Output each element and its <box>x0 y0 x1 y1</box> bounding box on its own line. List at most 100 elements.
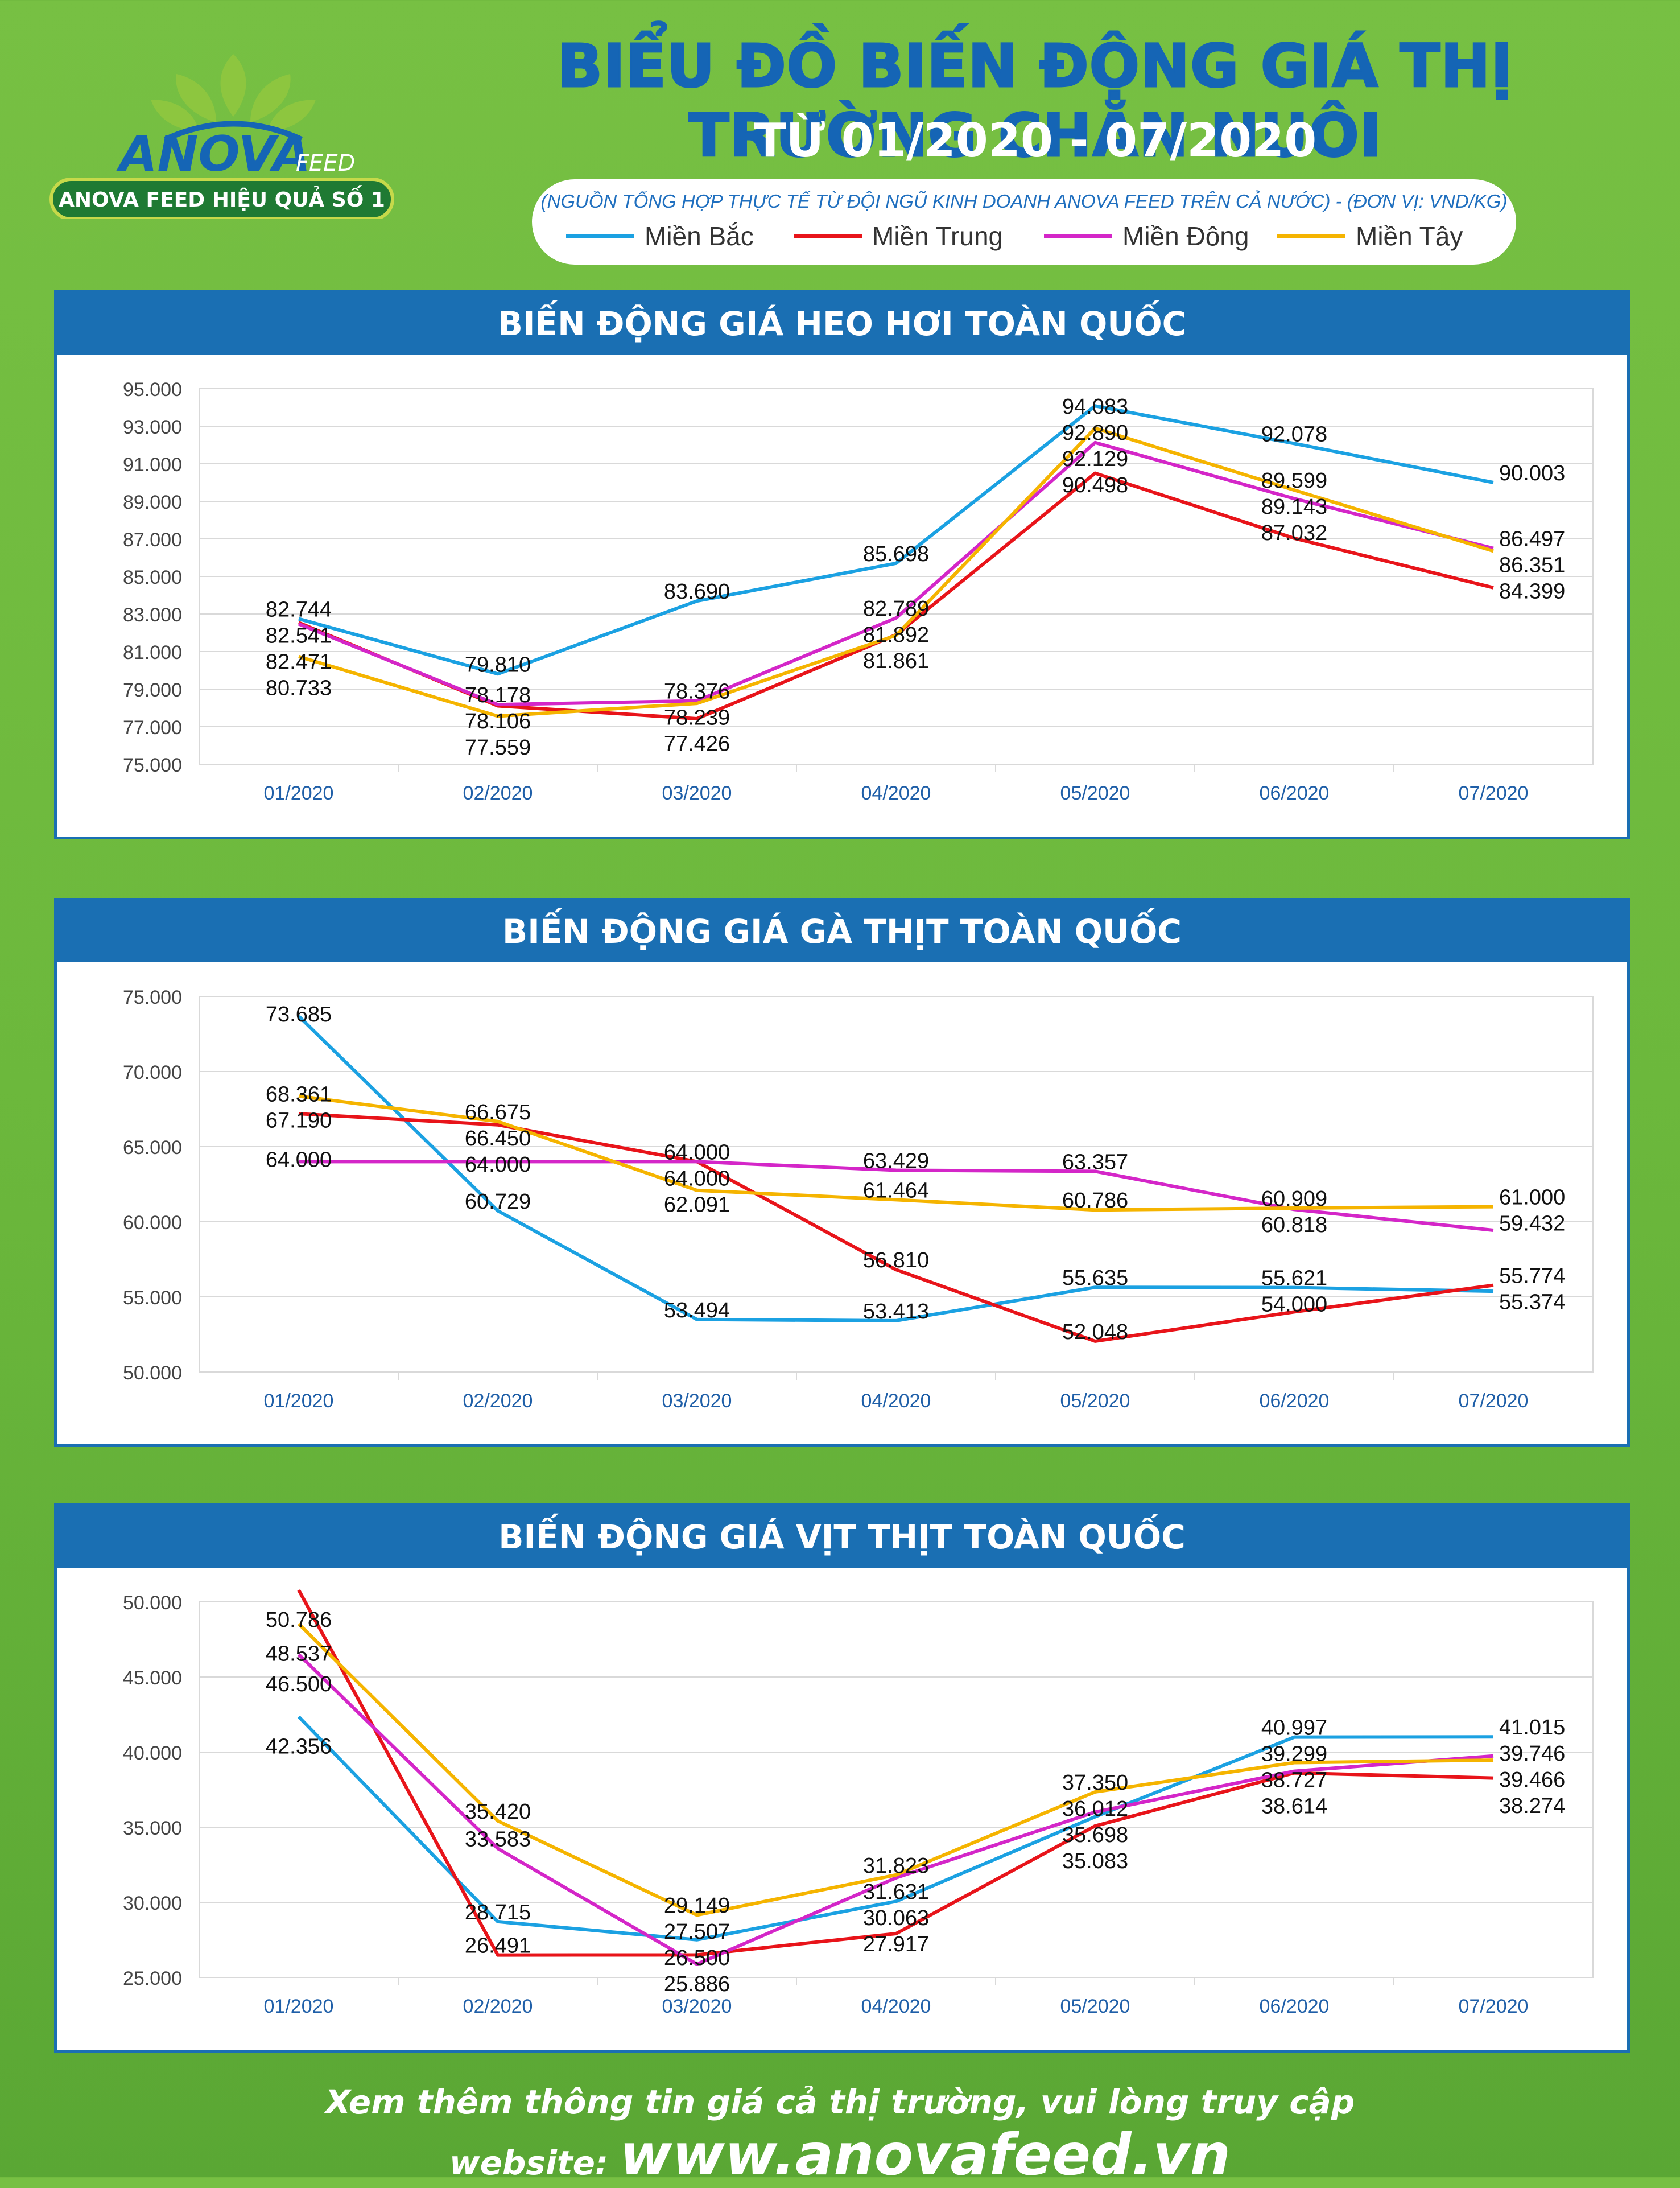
data-label: 62.091 <box>664 1193 730 1217</box>
x-tick-label: 06/2020 <box>1260 1390 1330 1412</box>
data-label: 31.631 <box>863 1880 929 1904</box>
series-line <box>298 404 1494 676</box>
x-tick-label: 06/2020 <box>1260 1996 1330 2017</box>
data-label: 29.149 <box>664 1894 730 1918</box>
data-label: 55.635 <box>1062 1266 1128 1290</box>
data-label: 67.190 <box>266 1109 332 1133</box>
data-label: 85.698 <box>863 542 929 566</box>
data-label: 26.491 <box>465 1934 531 1958</box>
data-label: 82.471 <box>266 650 332 674</box>
logo-brand-main: ANOVA <box>116 126 311 183</box>
data-label: 79.810 <box>465 653 531 677</box>
data-label: 26.500 <box>664 1946 730 1970</box>
data-label: 53.494 <box>664 1299 730 1322</box>
data-label: 66.675 <box>465 1101 531 1124</box>
data-label: 55.621 <box>1261 1267 1327 1291</box>
logo-brand-sub: FEED <box>296 150 355 176</box>
data-label: 63.357 <box>1062 1150 1128 1174</box>
x-tick-label: 07/2020 <box>1459 782 1529 804</box>
legend-swatch <box>1044 234 1112 238</box>
legend-box: (NGUỒN TỔNG HỢP THỰC TẾ TỪ ĐỘI NGŨ KINH … <box>532 179 1516 265</box>
x-tick-label: 03/2020 <box>662 1996 732 2017</box>
x-tick-label: 02/2020 <box>463 782 533 804</box>
data-label: 54.000 <box>1261 1293 1327 1317</box>
data-label: 59.432 <box>1499 1212 1565 1236</box>
x-tick-label: 07/2020 <box>1459 1390 1529 1412</box>
data-label: 81.892 <box>863 623 929 647</box>
chart-panel-vit-thit: BIẾN ĐỘNG GIÁ VỊT THỊT TOÀN QUỐC 25.000 3… <box>54 1503 1630 2053</box>
series-line <box>297 1015 1494 1322</box>
legend-label: Miền Bắc <box>645 221 754 251</box>
x-tick-label: 05/2020 <box>1060 1390 1130 1412</box>
data-label: 27.917 <box>863 1932 929 1956</box>
legend-item-mien-trung: Miền Trung <box>794 219 1003 253</box>
data-label: 31.823 <box>863 1854 929 1878</box>
data-label: 27.507 <box>664 1920 730 1944</box>
data-label: 30.063 <box>863 1906 929 1930</box>
data-label: 33.583 <box>465 1827 531 1851</box>
data-label: 73.685 <box>266 1003 332 1027</box>
data-label: 60.909 <box>1261 1187 1327 1211</box>
x-tick-label: 04/2020 <box>861 1390 931 1412</box>
footer-website-link[interactable]: www.anovafeed.vn <box>620 2121 1231 2188</box>
data-label: 28.715 <box>465 1901 531 1925</box>
data-label: 39.299 <box>1261 1742 1327 1766</box>
x-tick-label: 05/2020 <box>1060 782 1130 804</box>
y-tick-label: 93.000 <box>123 417 182 438</box>
data-label: 64.000 <box>266 1148 332 1172</box>
chart-title: BIẾN ĐỘNG GIÁ HEO HƠI TOÀN QUỐC <box>57 293 1627 355</box>
data-label: 40.997 <box>1261 1716 1327 1740</box>
data-label: 66.450 <box>465 1127 531 1151</box>
y-tick-label: 55.000 <box>123 1287 182 1309</box>
chart-panel-heo-hoi: BIẾN ĐỘNG GIÁ HEO HƠI TOÀN QUỐC 75.000 77… <box>54 290 1630 839</box>
data-label: 68.361 <box>266 1083 332 1107</box>
data-label: 82.541 <box>266 624 332 648</box>
data-label: 78.106 <box>465 710 531 734</box>
y-tick-label: 79.000 <box>123 679 182 701</box>
data-label: 78.376 <box>664 680 730 704</box>
x-tick-label: 01/2020 <box>264 782 334 804</box>
x-tick-label: 05/2020 <box>1060 1996 1130 2017</box>
x-tick-label: 03/2020 <box>662 1390 732 1412</box>
y-tick-label: 65.000 <box>123 1137 182 1159</box>
data-label: 41.015 <box>1499 1716 1565 1740</box>
y-tick-label: 91.000 <box>123 454 182 476</box>
y-tick-label: 89.000 <box>123 492 182 513</box>
data-label: 64.000 <box>664 1167 730 1190</box>
x-tick-label: 04/2020 <box>861 782 931 804</box>
data-label: 92.890 <box>1062 421 1128 445</box>
page-title: BIỂU ĐỒ BIẾN ĐỘNG GIÁ THỊ TRƯỜNG CHĂN NU… <box>556 31 1514 171</box>
x-tick-label: 01/2020 <box>264 1996 334 2017</box>
y-tick-label: 70.000 <box>123 1062 182 1083</box>
data-label: 38.274 <box>1499 1794 1565 1818</box>
data-label: 92.078 <box>1261 422 1327 446</box>
y-tick-label: 85.000 <box>123 567 182 588</box>
chart-title: BIẾN ĐỘNG GIÁ GÀ THỊT TOÀN QUỐC <box>57 901 1627 962</box>
source-note: (NGUỒN TỔNG HỢP THỰC TẾ TỪ ĐỘI NGŨ KINH … <box>540 191 1508 212</box>
data-label: 37.350 <box>1062 1771 1128 1795</box>
data-label: 89.599 <box>1261 469 1327 493</box>
x-tick-label: 06/2020 <box>1260 782 1330 804</box>
data-label: 60.729 <box>465 1190 531 1214</box>
x-tick-label: 02/2020 <box>463 1996 533 2017</box>
y-tick-label: 30.000 <box>123 1893 182 1914</box>
y-tick-label: 50.000 <box>123 1592 182 1614</box>
data-label: 61.464 <box>863 1179 929 1202</box>
legend-swatch <box>794 234 862 238</box>
data-label: 36.012 <box>1062 1797 1128 1821</box>
logo-ribbon-text: ANOVA FEED HIỆU QUẢ SỐ 1 <box>59 185 385 212</box>
data-label: 86.351 <box>1499 554 1565 578</box>
data-label: 82.744 <box>266 598 332 621</box>
y-tick-label: 60.000 <box>123 1212 182 1234</box>
data-label: 50.786 <box>266 1608 332 1632</box>
x-tick-label: 07/2020 <box>1459 1996 1529 2017</box>
y-tick-label: 50.000 <box>123 1362 182 1384</box>
data-label: 78.239 <box>664 706 730 730</box>
y-tick-label: 75.000 <box>123 755 182 776</box>
data-label: 77.426 <box>664 732 730 756</box>
data-label: 80.733 <box>266 676 332 700</box>
data-label: 90.003 <box>1499 462 1565 485</box>
data-label: 84.399 <box>1499 580 1565 604</box>
y-tick-label: 83.000 <box>123 604 182 626</box>
data-label: 56.810 <box>863 1248 929 1272</box>
